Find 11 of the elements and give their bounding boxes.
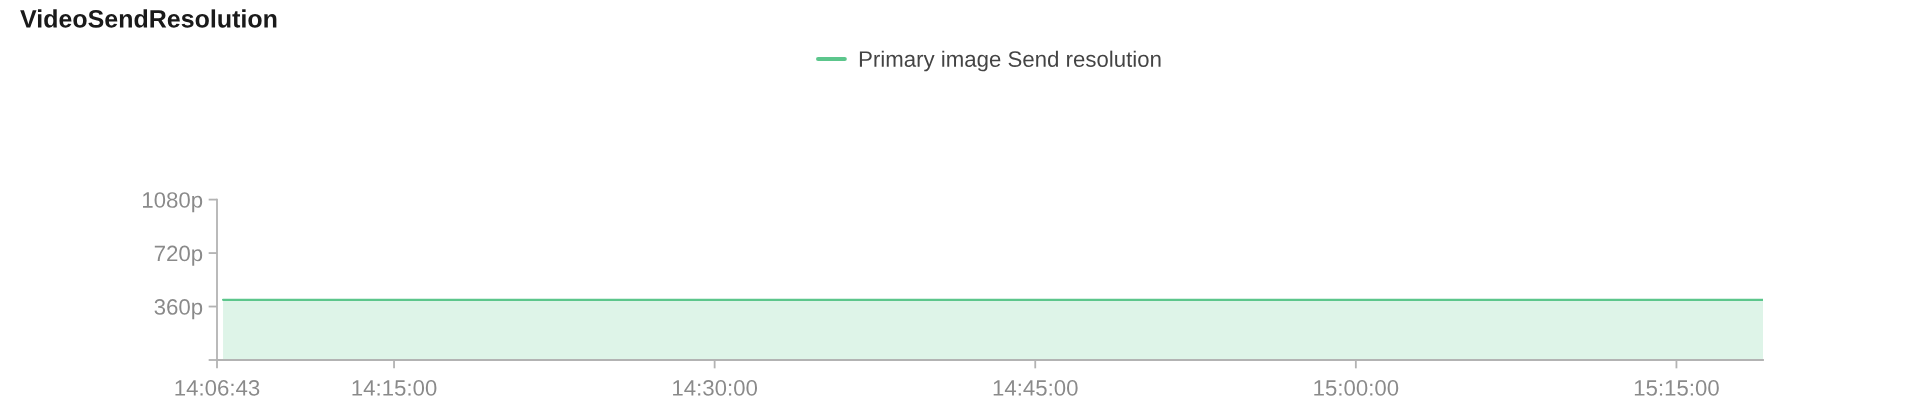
x-tick-label: 14:30:00 [673,380,758,396]
legend-label: Primary image Send resolution [859,50,1161,72]
x-tick-label: 14:15:00 [352,380,437,396]
x-tick-label: 14:06:43 [175,380,260,396]
y-tick-label: 360p [154,299,203,320]
y-tick-label: 1080p [143,192,203,213]
chart-title: VideoSendResolution [20,9,277,28]
x-tick-label: 15:15:00 [1634,380,1719,396]
x-tick-label: 15:00:00 [1314,380,1399,396]
x-tick-label: 14:45:00 [993,380,1078,396]
y-tick-label: 720p [154,245,203,266]
